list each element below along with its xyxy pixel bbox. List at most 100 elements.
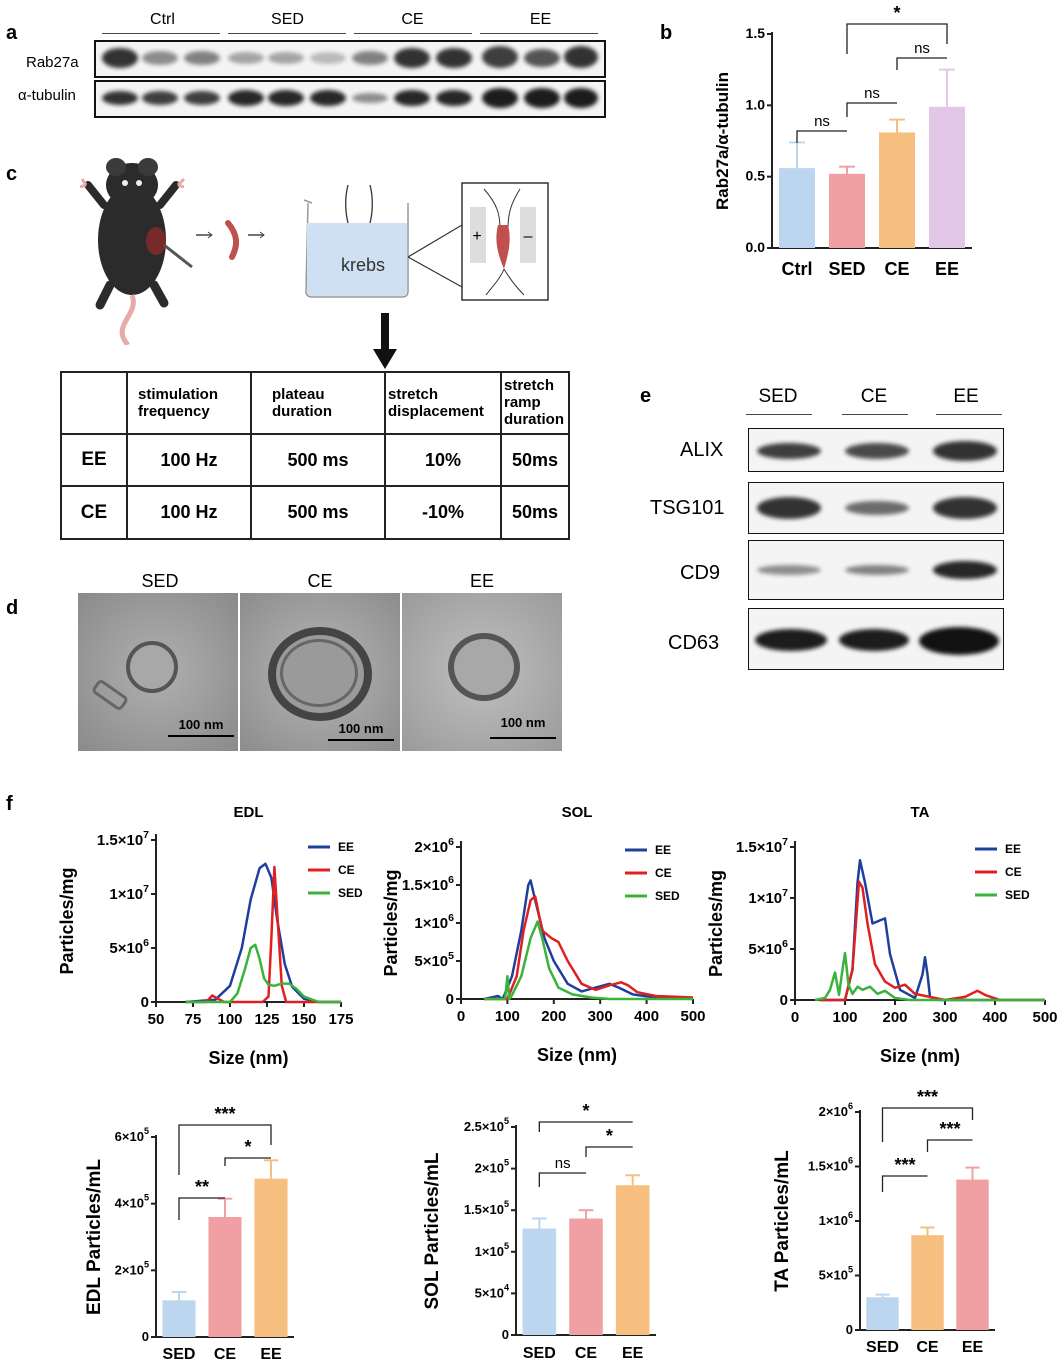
blot-a-group-ce: CE [401, 11, 424, 28]
x-tick-label: SED [828, 259, 865, 279]
tem-image-ce: 100 nm [240, 593, 400, 751]
blot-e-group-ce: CE [860, 386, 888, 407]
mouse-illustration [80, 158, 193, 345]
blot-a-group-line [354, 33, 472, 34]
y-tick-label: 0.0 [746, 239, 766, 255]
x-tick-label: CE [884, 259, 909, 279]
blot-a-group-line [102, 33, 220, 34]
x-tick-label: 100 [217, 1011, 242, 1028]
chart-sol-nta: SOL 0 100 200 300 400 500 0 5×105 1×106 1.5×106 2×1… [381, 804, 705, 1065]
y-tick-label: 5×106 [109, 937, 149, 957]
blot-e-cd9-strip [748, 540, 1004, 600]
y-axis-label: SOL Particles/mL [422, 1152, 443, 1309]
bar [162, 1300, 196, 1337]
blot-e-row-cd63: CD63 [668, 632, 720, 654]
bar [929, 106, 965, 248]
y-tick-label: 1.5×107 [736, 836, 788, 856]
y-tick-label: 1×107 [748, 887, 788, 907]
chart-edl-nta: EDL 50 75 100 125 150 175 0 5×106 1×107 1.5×107 Siz… [57, 804, 363, 1068]
panel-letter-e: e [640, 385, 652, 407]
y-tick-label: 5×104 [475, 1282, 510, 1300]
down-arrow-icon [373, 313, 397, 369]
significance-label: * [606, 1126, 613, 1146]
x-tick-label: 500 [680, 1008, 705, 1025]
y-tick-label: 2×106 [414, 836, 454, 856]
bar [522, 1228, 557, 1335]
tem-image-sed: 100 nm [78, 593, 238, 751]
y-tick-label: 6×105 [115, 1126, 149, 1144]
muscle-icon [225, 220, 240, 260]
blot-a-tubulin-strip [94, 80, 606, 118]
significance-bracket [538, 1121, 633, 1132]
x-tick-label: 0 [457, 1008, 465, 1025]
blot-e-row-tsg101: TSG101 [650, 497, 725, 519]
legend-label: SED [338, 886, 363, 900]
panel-letter-a: a [6, 22, 18, 44]
significance-bracket [926, 1139, 973, 1152]
bar [779, 168, 815, 248]
electrode-plus: + [472, 228, 481, 245]
blot-a-row-rab27a: Rab27a [26, 54, 79, 71]
tem-scale-sed: 100 nm [178, 717, 224, 732]
table-cell: 50ms [500, 432, 570, 488]
blot-a-group-sed: SED [271, 11, 304, 28]
table-header-cell: plateau duration [250, 371, 386, 435]
bar [254, 1178, 288, 1337]
x-tick-label: 400 [634, 1008, 659, 1025]
x-tick-label: SED [523, 1345, 556, 1362]
x-tick-label: SED [866, 1339, 899, 1356]
y-axis-label: Particles/mg [381, 869, 401, 976]
significance-label: ** [195, 1177, 209, 1197]
table-row: CE 100 Hz 500 ms -10% 50ms [60, 485, 570, 540]
tem-label-sed: SED [141, 571, 179, 591]
table-cell: 10% [384, 432, 502, 488]
blot-a-rab27a-strip [94, 40, 606, 78]
significance-label: ns [864, 85, 880, 102]
blot-a-group-ctrl: Ctrl [150, 11, 175, 28]
panel-letter-b: b [660, 22, 673, 44]
significance-bracket [846, 23, 948, 54]
blot-e-cd63-strip [748, 608, 1004, 670]
table-cell: -10% [384, 485, 502, 540]
tem-label-ce: CE [307, 571, 333, 591]
bar [866, 1297, 899, 1330]
table-cell: CE [60, 485, 128, 540]
series-line-ce [820, 880, 1045, 1002]
x-axis-label: Size (nm) [208, 1048, 288, 1068]
x-tick-label: 100 [495, 1008, 520, 1025]
y-tick-label: 1×105 [475, 1241, 509, 1259]
legend-label: EE [655, 843, 671, 857]
bar [956, 1179, 989, 1330]
y-tick-label: 2×105 [475, 1158, 509, 1176]
significance-label: *** [214, 1104, 235, 1124]
y-tick-label: 0 [142, 1329, 149, 1344]
x-tick-label: CE [214, 1346, 237, 1363]
table-cell: 500 ms [250, 485, 386, 540]
y-tick-label: 1×107 [109, 883, 149, 903]
beaker-icon [303, 184, 409, 298]
blot-a-group-line [480, 33, 598, 34]
x-tick-label: CE [575, 1345, 598, 1362]
y-tick-label: 1.5 [746, 25, 766, 41]
series-line-ee [820, 859, 1045, 1002]
legend-label: EE [338, 840, 354, 854]
legend-label: CE [338, 863, 355, 877]
y-tick-label: 2×106 [819, 1101, 853, 1119]
tem-image-ee: 100 nm [402, 593, 562, 751]
blot-e-row-alix: ALIX [680, 439, 724, 461]
series-line-ee [185, 862, 341, 1004]
y-tick-label: 1×106 [819, 1210, 853, 1228]
x-tick-label: 50 [148, 1011, 165, 1028]
y-tick-label: 4×105 [115, 1193, 149, 1211]
y-tick-label: 5×105 [819, 1265, 853, 1283]
tem-label-ee: EE [469, 571, 494, 591]
significance-label: * [893, 3, 900, 23]
x-tick-label: EE [962, 1339, 984, 1356]
x-tick-label: 100 [832, 1009, 857, 1026]
y-axis-label: Particles/mg [57, 867, 77, 974]
y-tick-label: 0 [780, 992, 788, 1009]
panel-letter-f: f [6, 793, 13, 815]
chart-sol-bar: 0 5×104 1×105 1.5×105 2×105 2.5×105 SED CE EE SOL… [422, 1101, 656, 1362]
x-tick-label: 125 [254, 1011, 279, 1028]
legend-label: SED [655, 889, 680, 903]
